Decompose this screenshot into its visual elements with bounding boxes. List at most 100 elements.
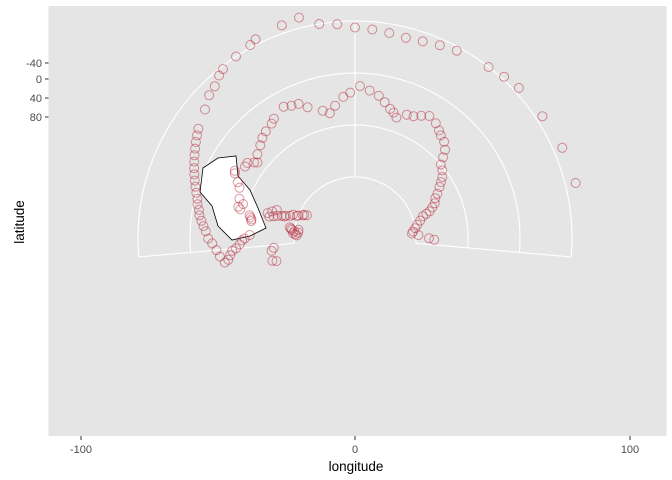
data-point — [225, 250, 236, 261]
data-point — [421, 208, 432, 219]
data-point — [430, 193, 441, 204]
data-point — [211, 245, 222, 256]
data-point — [190, 143, 201, 154]
data-point — [192, 130, 202, 141]
data-point — [332, 19, 343, 30]
data-point — [293, 227, 304, 238]
x-tick-label: -100 — [70, 444, 92, 456]
data-point — [416, 110, 427, 121]
data-point — [499, 71, 510, 82]
data-point — [229, 168, 240, 179]
data-point — [214, 251, 225, 262]
data-point — [238, 199, 249, 210]
data-point — [271, 256, 282, 267]
data-point — [391, 112, 402, 123]
data-point — [437, 165, 448, 176]
data-point — [537, 111, 548, 122]
data-point — [330, 100, 341, 111]
data-point — [267, 255, 278, 266]
data-point — [301, 210, 312, 221]
lon-gridline-2 — [415, 242, 572, 258]
data-point — [413, 230, 424, 241]
x-tick-label: 100 — [621, 444, 639, 456]
data-point — [350, 22, 360, 33]
data-point — [435, 130, 446, 141]
data-point — [297, 210, 308, 221]
data-point — [249, 157, 260, 168]
data-point — [200, 104, 210, 115]
data-point — [570, 178, 581, 188]
data-point — [289, 226, 300, 237]
data-point — [276, 20, 287, 31]
data-point — [434, 40, 445, 51]
data-point — [233, 201, 244, 212]
data-point — [400, 32, 411, 43]
data-point — [239, 233, 250, 244]
data-point — [190, 137, 201, 147]
data-point — [194, 210, 205, 221]
data-point — [408, 111, 419, 122]
data-point — [264, 211, 275, 222]
data-point — [324, 108, 335, 119]
data-point — [286, 224, 297, 235]
data-point — [276, 210, 287, 221]
data-point — [427, 202, 438, 213]
data-point — [291, 230, 302, 241]
data-point — [284, 210, 295, 221]
data-point — [435, 159, 446, 170]
data-point — [198, 221, 209, 232]
data-point — [434, 125, 444, 136]
data-point — [231, 243, 241, 254]
data-point — [268, 113, 279, 124]
data-point — [410, 223, 421, 234]
data-point — [430, 118, 441, 129]
data-point — [190, 181, 201, 192]
data-point — [364, 85, 375, 96]
data-point — [272, 210, 283, 221]
data-point — [257, 132, 268, 143]
us-states-outline — [199, 155, 267, 241]
x-tick-label: 0 — [352, 444, 358, 456]
data-point — [408, 226, 418, 237]
lon-gridline-0 — [138, 242, 295, 258]
data-point — [189, 156, 200, 167]
data-point — [223, 254, 234, 265]
data-point — [189, 175, 200, 186]
data-point — [367, 24, 378, 35]
data-point — [291, 211, 302, 221]
data-point — [338, 91, 349, 102]
data-point — [293, 224, 304, 235]
data-point — [513, 82, 524, 93]
data-point — [280, 210, 291, 221]
data-point — [267, 206, 278, 217]
data-point — [290, 229, 301, 240]
data-point — [406, 228, 417, 239]
data-point — [436, 177, 446, 188]
data-point — [189, 163, 200, 174]
data-point — [237, 235, 247, 246]
y-tick-label: 40 — [30, 93, 42, 105]
data-point — [204, 90, 215, 101]
data-point — [418, 211, 428, 222]
graticule-grid — [137, 20, 573, 258]
data-point — [429, 198, 440, 209]
data-point — [355, 81, 365, 92]
data-point — [234, 182, 245, 193]
data-point — [209, 81, 220, 92]
data-point — [314, 19, 325, 29]
data-point — [235, 204, 246, 215]
data-point — [196, 215, 207, 226]
data-point — [252, 149, 263, 160]
data-point — [279, 211, 290, 222]
plot-panel — [48, 6, 667, 436]
data-point — [192, 199, 203, 210]
data-point — [434, 182, 445, 192]
data-point — [189, 150, 200, 161]
data-point — [252, 157, 263, 168]
data-point — [293, 210, 304, 221]
data-point — [229, 165, 240, 176]
x-axis: -100 0 100 — [70, 436, 639, 456]
data-point — [244, 230, 255, 240]
data-point — [232, 177, 243, 188]
data-point — [424, 206, 435, 217]
